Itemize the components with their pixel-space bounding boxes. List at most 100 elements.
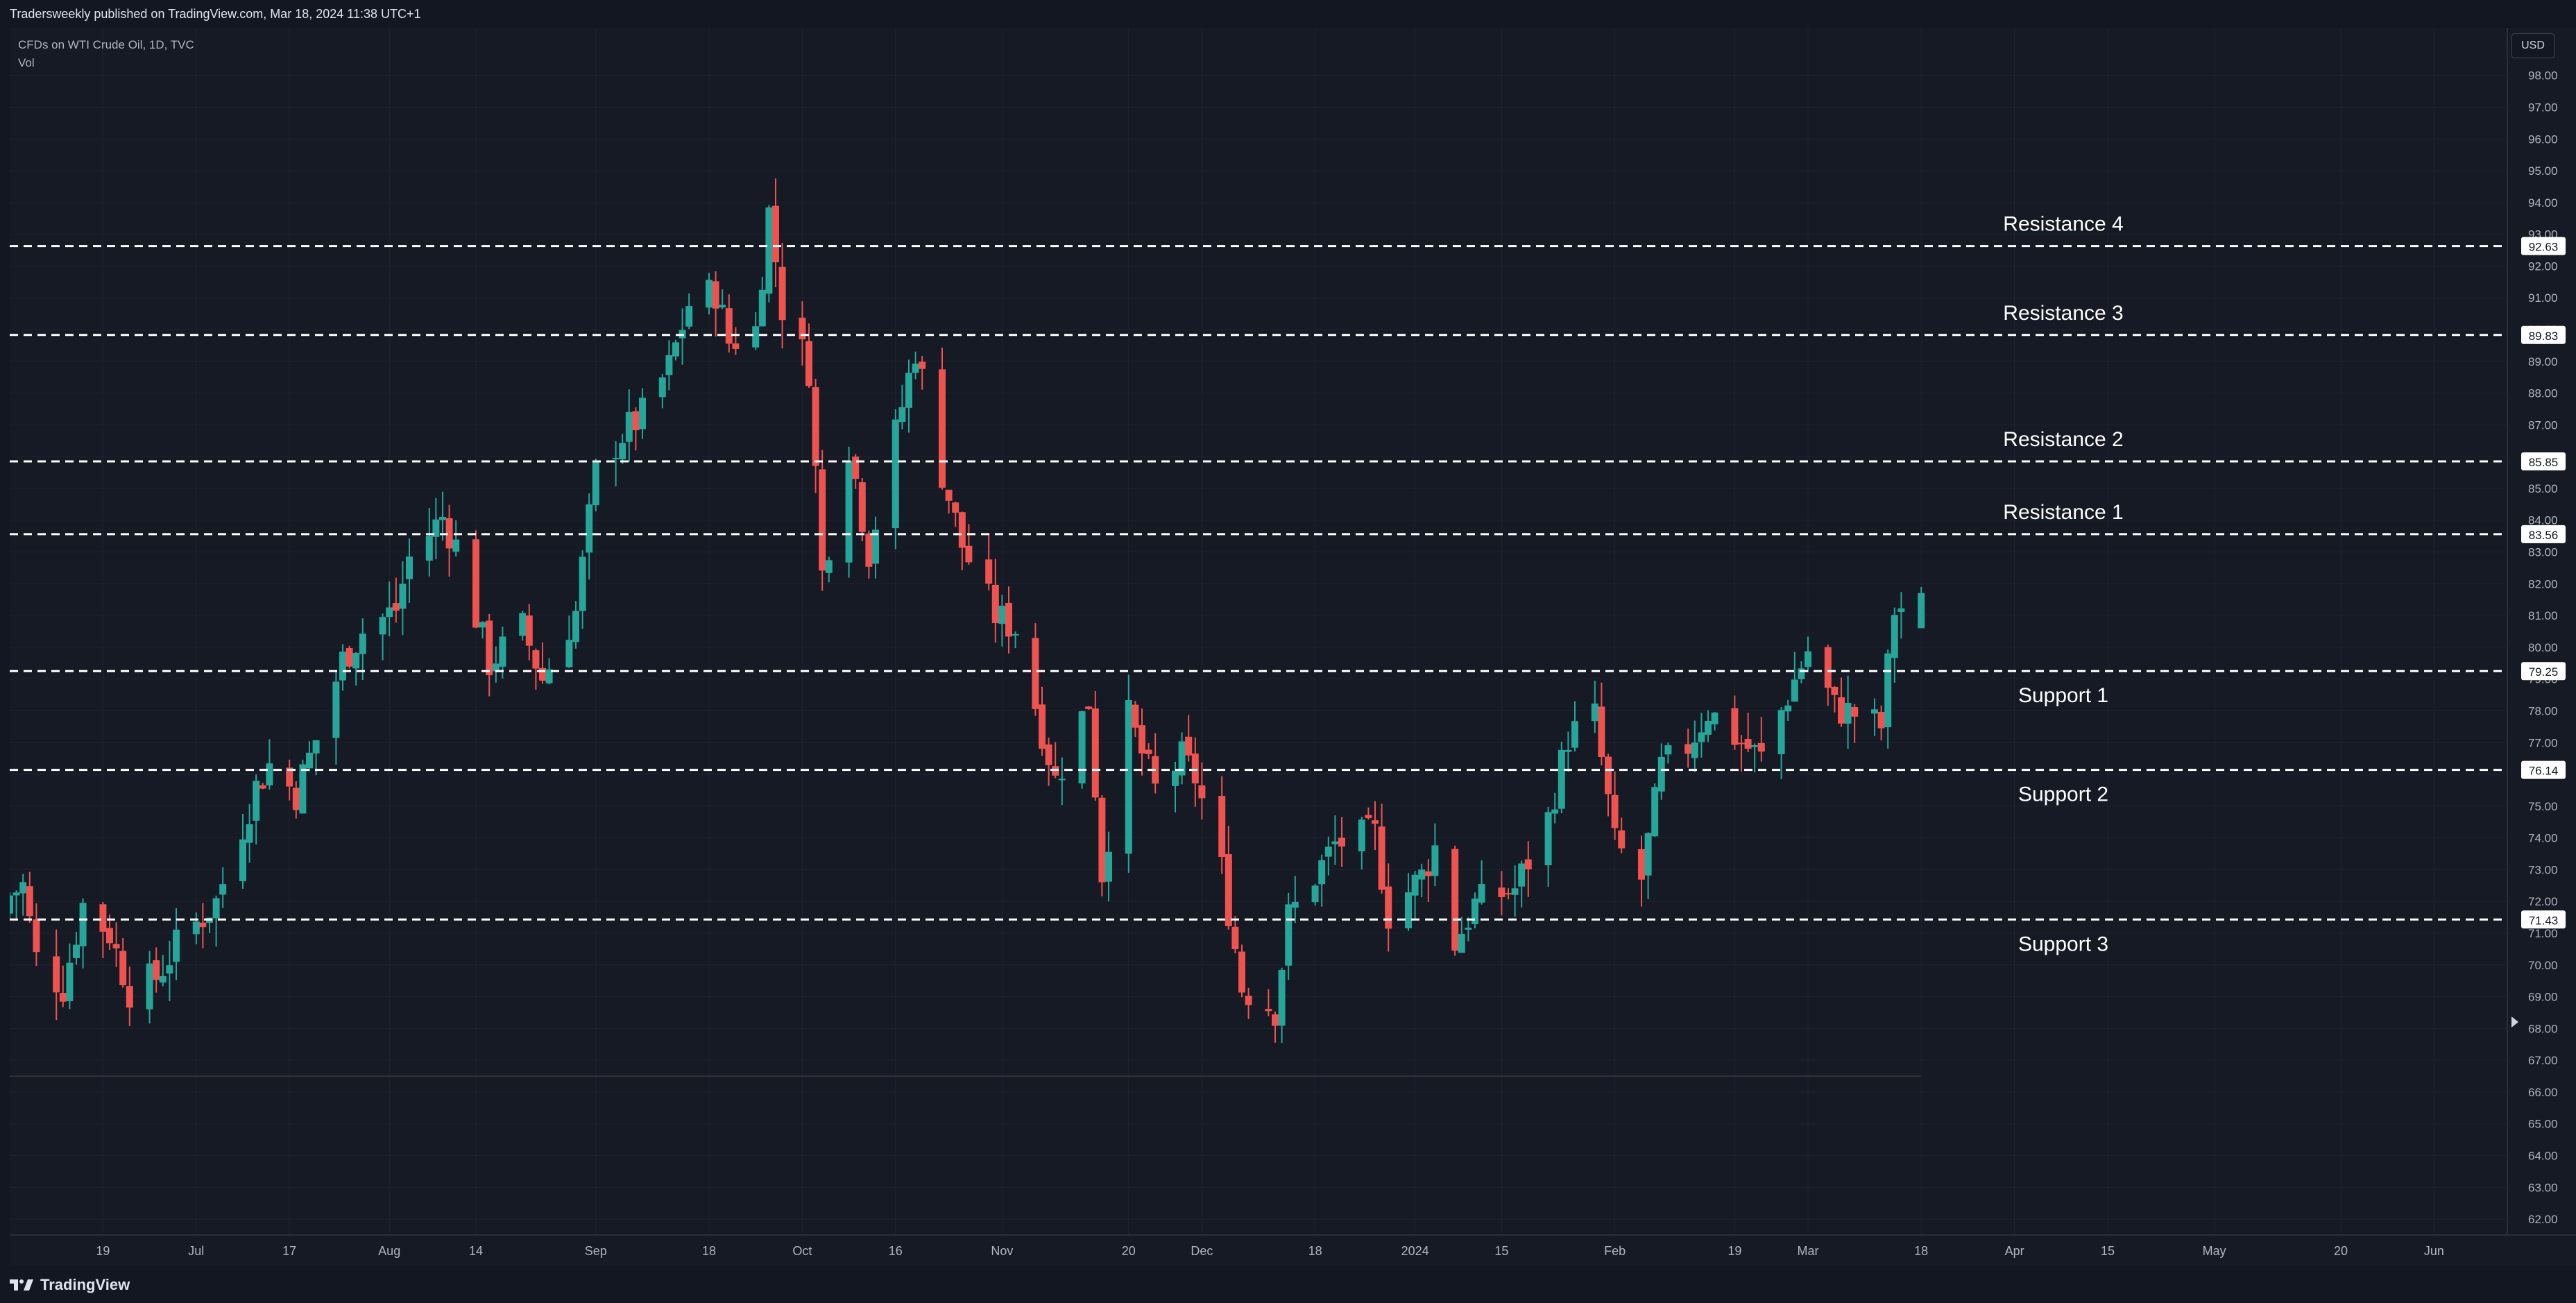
- candle-body: [1238, 951, 1245, 993]
- candle-body: [266, 763, 273, 786]
- candle-body: [1085, 706, 1093, 710]
- volume-indicator-label[interactable]: Vol: [18, 56, 35, 69]
- candle-body: [586, 504, 593, 553]
- level-price-tag: [2521, 525, 2566, 543]
- candle-body: [998, 606, 1006, 624]
- candle-body: [1265, 1008, 1272, 1012]
- time-tick-label: 18: [1914, 1244, 1928, 1258]
- level-label: Resistance 2: [2003, 428, 2123, 451]
- time-tick-label: Nov: [991, 1244, 1013, 1258]
- axis-arrow-icon: [2511, 1016, 2518, 1028]
- symbol-label[interactable]: CFDs on WTI Crude Oil, 1D, TVC: [18, 38, 194, 51]
- price-tick-label: 81.00: [2528, 609, 2558, 622]
- chart-area[interactable]: 62.00 63.00 64.00 65.00 66.00 67.00 68.00 69.00…: [10, 28, 2576, 1266]
- candle-body: [565, 640, 573, 667]
- candle-body: [1012, 633, 1019, 636]
- candle-body: [1644, 833, 1652, 876]
- candle-body: [1638, 849, 1645, 880]
- candle-body: [1871, 709, 1878, 714]
- level-price-tag-text: 85.85: [2529, 456, 2559, 469]
- candle-body: [799, 317, 806, 340]
- level-label: Resistance 3: [2003, 302, 2123, 325]
- candle-body: [199, 922, 207, 928]
- candle-body: [1711, 713, 1718, 724]
- candle-body: [1551, 809, 1559, 814]
- candle-body: [1005, 602, 1012, 637]
- candle-body: [192, 921, 200, 935]
- candle-body: [1318, 860, 1326, 885]
- candle-body: [1198, 785, 1206, 799]
- candle-body: [99, 904, 107, 932]
- level-price-tag-text: 83.56: [2529, 529, 2559, 542]
- time-tick-label: 20: [2334, 1244, 2348, 1258]
- candle-body: [439, 517, 446, 520]
- candle-body: [1045, 744, 1052, 765]
- candle-body: [532, 650, 540, 669]
- candle-body: [1372, 820, 1379, 824]
- candle-body: [545, 669, 553, 683]
- publisher-bar: Tradersweekly published on TradingView.c…: [0, 0, 2576, 28]
- tradingview-logo[interactable]: TradingView: [10, 1276, 130, 1294]
- candle-body: [772, 205, 779, 262]
- candle-body: [819, 469, 826, 571]
- candle-body: [892, 419, 899, 529]
- candle-body: [612, 457, 620, 459]
- candle-body: [525, 615, 533, 646]
- candle-body: [119, 951, 127, 985]
- price-tick-label: 97.00: [2528, 101, 2558, 114]
- candle-body: [1098, 797, 1106, 883]
- candle-body: [1285, 904, 1293, 966]
- candle-body: [1465, 928, 1472, 930]
- price-tick-label: 98.00: [2528, 69, 2558, 83]
- candle-body: [332, 681, 340, 738]
- candle-body: [991, 584, 999, 624]
- candle-body: [1078, 711, 1086, 784]
- candle-body: [292, 787, 300, 810]
- candle-body: [752, 326, 760, 348]
- candle-body: [579, 556, 586, 611]
- candle-body: [10, 895, 13, 914]
- time-tick-label: Sep: [585, 1244, 607, 1258]
- footer: TradingView: [0, 1266, 2576, 1303]
- candle-body: [719, 305, 726, 308]
- candle-body: [625, 411, 633, 442]
- candle-body: [632, 411, 640, 431]
- chart-legend: CFDs on WTI Crude Oil, 1D, TVC Vol: [18, 36, 194, 72]
- candle-body: [1657, 756, 1665, 792]
- candle-body: [1505, 893, 1512, 895]
- candle-body: [1125, 699, 1132, 854]
- candle-body: [346, 648, 353, 667]
- time-tick-label: 16: [889, 1244, 903, 1258]
- candle-body: [1798, 668, 1805, 679]
- candle-body: [66, 962, 74, 1001]
- candle-body: [572, 611, 579, 642]
- candle-body: [499, 636, 506, 667]
- currency-button[interactable]: USD: [2511, 33, 2554, 58]
- candle-body: [312, 740, 320, 753]
- level-label: Support 3: [2018, 932, 2108, 955]
- candle-body: [665, 355, 673, 375]
- price-chart[interactable]: 62.00 63.00 64.00 65.00 66.00 67.00 68.00 69.00…: [10, 28, 2576, 1266]
- price-tick-label: 87.00: [2528, 418, 2558, 432]
- candle-body: [1278, 969, 1286, 1026]
- level-price-tag: [2521, 237, 2566, 255]
- candle-body: [1831, 687, 1839, 695]
- candle-body: [1431, 845, 1439, 876]
- price-tick-label: 95.00: [2528, 164, 2558, 178]
- time-tick-label: 18: [702, 1244, 716, 1258]
- candle-body: [472, 539, 479, 628]
- time-tick-label: 2024: [1401, 1244, 1429, 1258]
- level-label: Support 2: [2018, 783, 2108, 806]
- brand-label: TradingView: [40, 1275, 130, 1293]
- candle-body: [1518, 863, 1526, 887]
- candle-body: [872, 529, 879, 564]
- tradingview-icon: [10, 1279, 33, 1291]
- candle-body: [379, 617, 386, 635]
- candle-body: [812, 387, 819, 466]
- price-tick-label: 63.00: [2528, 1181, 2558, 1194]
- candle-body: [253, 781, 260, 821]
- candle-body: [492, 663, 500, 672]
- candle-body: [173, 929, 180, 962]
- candle-body: [1918, 593, 1925, 629]
- candle-body: [26, 886, 33, 917]
